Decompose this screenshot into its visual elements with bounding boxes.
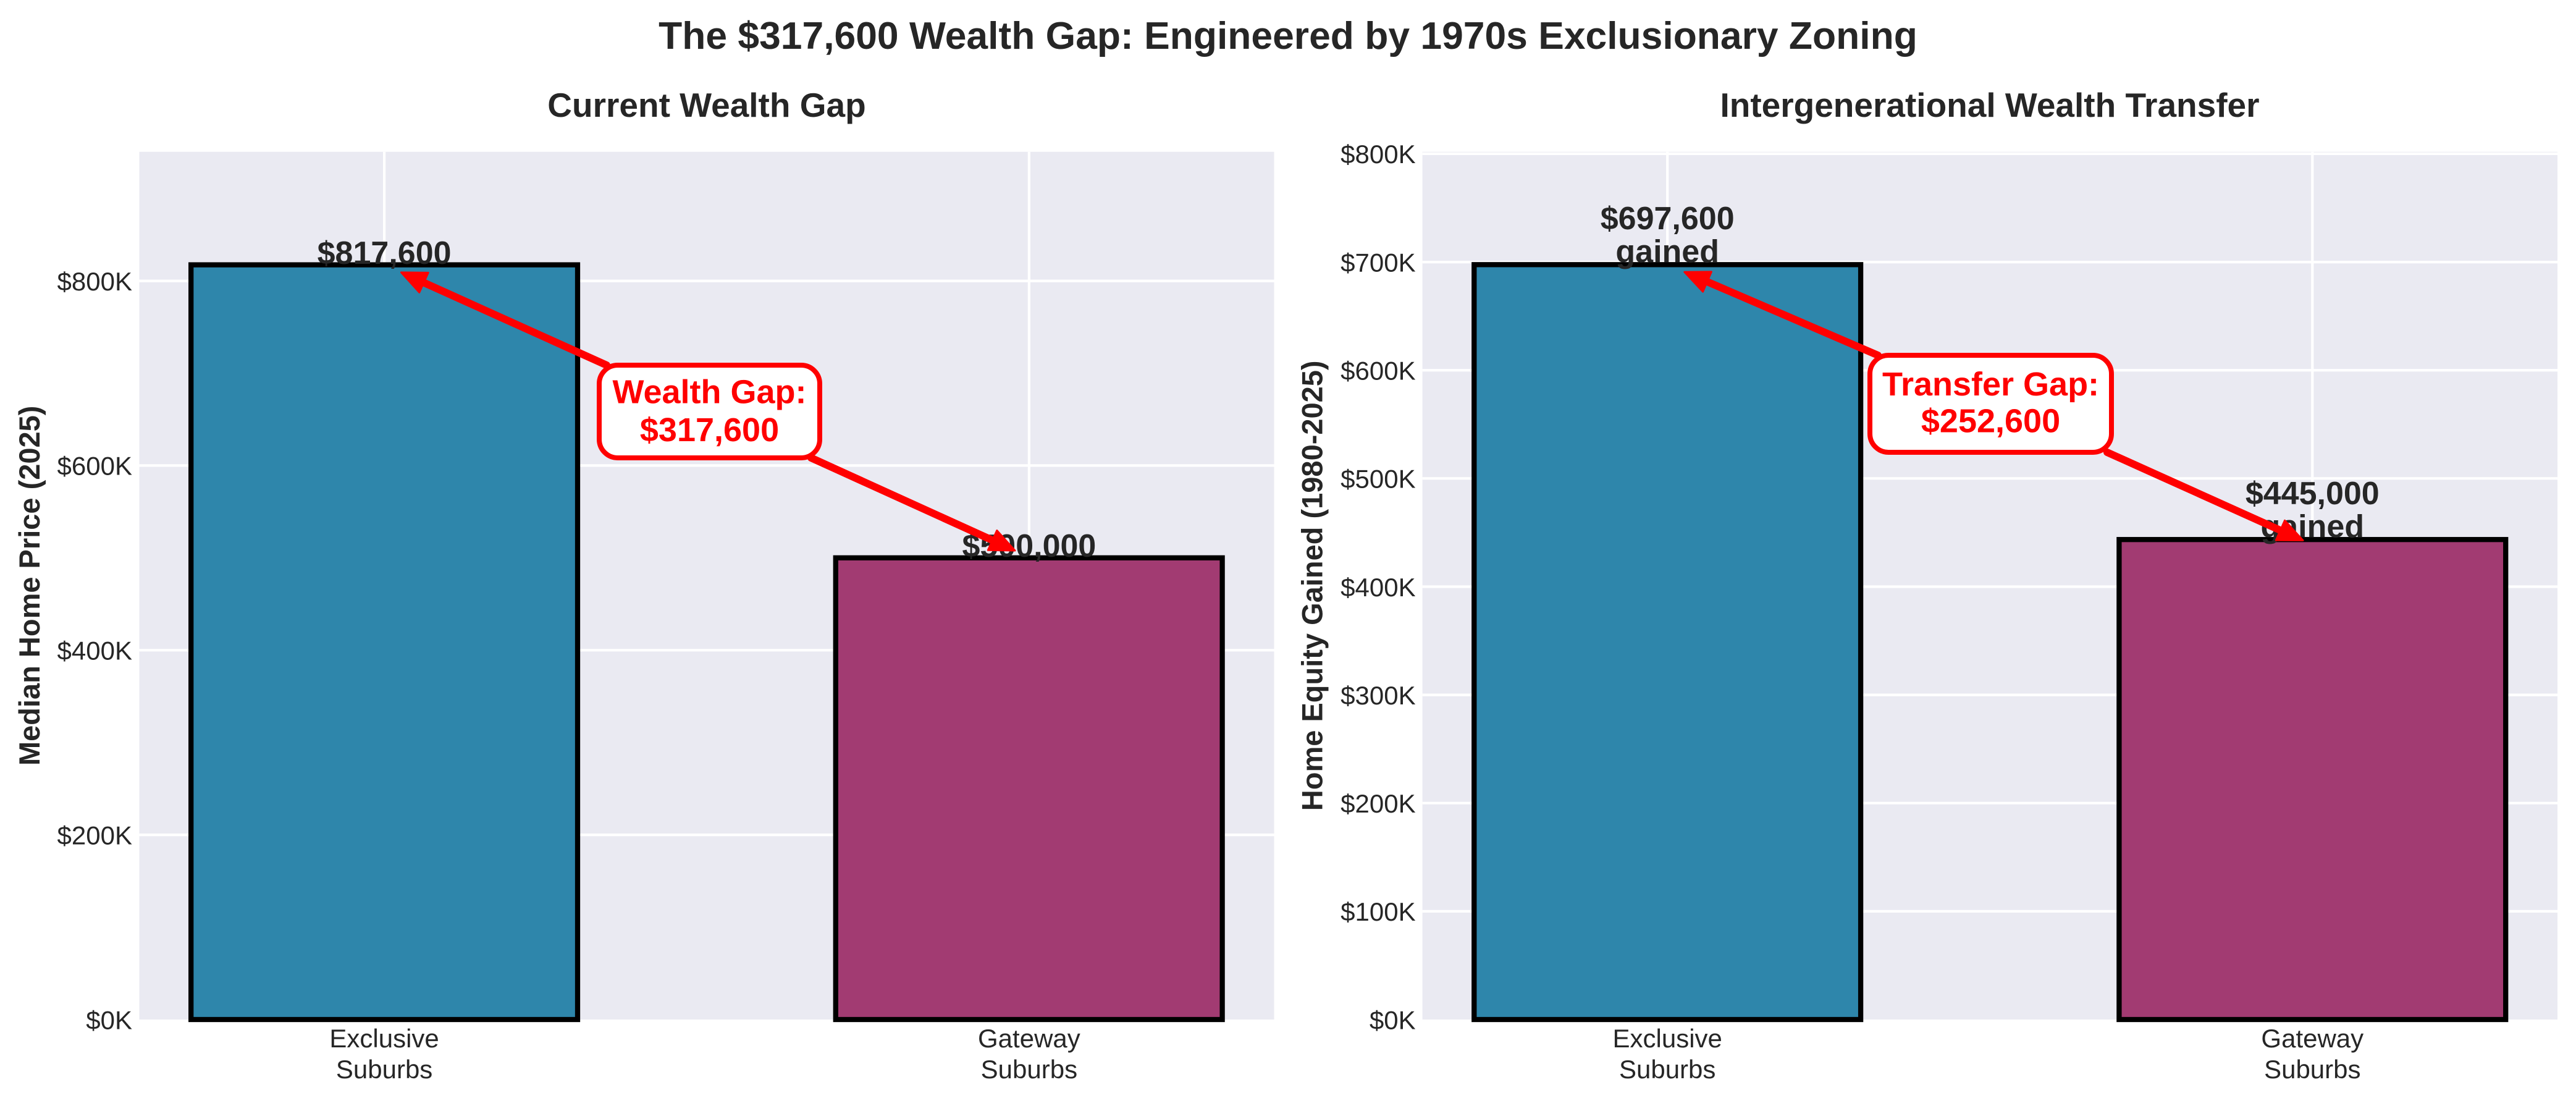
svg-text:$200K: $200K	[1341, 789, 1415, 818]
svg-text:Intergenerational Wealth Trans: Intergenerational Wealth Transfer	[1720, 86, 2259, 124]
svg-text:Exclusive: Exclusive	[329, 1024, 439, 1053]
svg-text:$0K: $0K	[86, 1005, 132, 1034]
svg-text:$817,600: $817,600	[318, 235, 452, 271]
svg-text:Suburbs: Suburbs	[2264, 1055, 2360, 1084]
svg-text:$100K: $100K	[1341, 897, 1415, 926]
svg-text:Wealth Gap:: Wealth Gap:	[612, 374, 806, 411]
svg-text:Gateway: Gateway	[2261, 1024, 2363, 1053]
svg-text:$400K: $400K	[57, 636, 132, 665]
svg-text:The $317,600 Wealth Gap: Engin: The $317,600 Wealth Gap: Engineered by 1…	[659, 15, 1917, 57]
svg-text:$800K: $800K	[1341, 140, 1415, 169]
svg-text:gained: gained	[1615, 234, 1719, 269]
svg-text:Current Wealth Gap: Current Wealth Gap	[547, 86, 865, 124]
svg-text:$300K: $300K	[1341, 681, 1415, 710]
svg-text:Gateway: Gateway	[978, 1024, 1080, 1053]
svg-text:$317,600: $317,600	[640, 412, 779, 449]
svg-text:Transfer Gap:: Transfer Gap:	[1882, 366, 2099, 403]
svg-text:$400K: $400K	[1341, 573, 1415, 602]
svg-text:$0K: $0K	[1370, 1005, 1416, 1034]
svg-text:Median Home Price (2025): Median Home Price (2025)	[13, 406, 46, 766]
svg-text:$700K: $700K	[1341, 248, 1415, 277]
svg-text:Suburbs: Suburbs	[981, 1055, 1077, 1084]
svg-text:$200K: $200K	[57, 821, 132, 850]
svg-text:Suburbs: Suburbs	[1619, 1055, 1715, 1084]
svg-text:Home Equity Gained (1980-2025): Home Equity Gained (1980-2025)	[1296, 360, 1329, 811]
svg-text:Exclusive: Exclusive	[1612, 1024, 1722, 1053]
svg-text:Suburbs: Suburbs	[336, 1055, 432, 1084]
svg-text:$600K: $600K	[1341, 357, 1415, 386]
svg-text:$252,600: $252,600	[1921, 402, 2060, 439]
svg-text:$800K: $800K	[57, 267, 132, 296]
svg-text:$445,000: $445,000	[2246, 476, 2380, 512]
svg-text:$600K: $600K	[57, 452, 132, 481]
svg-text:$697,600: $697,600	[1601, 201, 1735, 237]
svg-text:$500K: $500K	[1341, 465, 1415, 494]
